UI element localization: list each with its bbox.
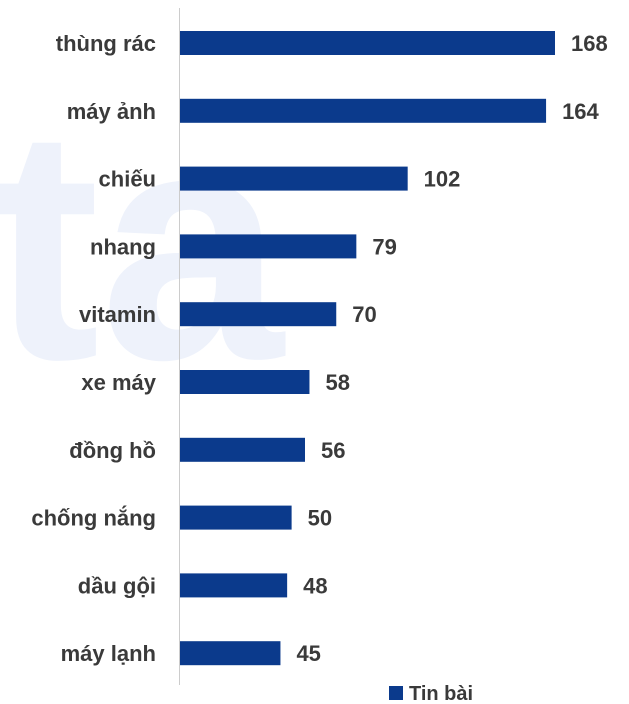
category-label: thùng rác [56, 31, 156, 56]
value-label: 102 [424, 167, 461, 192]
value-label: 79 [372, 234, 396, 259]
category-label: nhang [90, 234, 156, 259]
bar [180, 437, 305, 462]
bar [180, 370, 310, 394]
bar [180, 234, 357, 259]
category-label: máy lạnh [61, 641, 156, 666]
value-labels: 168 164 102 79 70 58 56 50 48 45 [296, 31, 607, 666]
category-label: máy ảnh [67, 99, 156, 124]
value-label: 45 [296, 641, 320, 666]
category-label: đồng hồ [69, 438, 156, 463]
value-label: 164 [562, 99, 599, 124]
bar [180, 641, 281, 666]
category-label: xe máy [81, 370, 156, 395]
value-label: 48 [303, 573, 327, 598]
value-label: 50 [308, 506, 332, 531]
category-label: vitamin [79, 302, 156, 327]
bar [180, 302, 337, 327]
category-labels: thùng rác máy ảnh chiếu nhang vitamin xe máy đ… [31, 31, 156, 666]
value-label: 56 [321, 438, 345, 463]
bar [180, 573, 288, 598]
legend-swatch [389, 686, 403, 700]
category-label: chống nắng [31, 506, 156, 531]
legend-label: Tin bài [409, 683, 473, 704]
category-label: dầu gội [78, 573, 156, 598]
bar [180, 166, 408, 191]
value-label: 58 [325, 370, 349, 395]
bars-layer [180, 31, 555, 666]
bar [180, 31, 555, 55]
legend: Tin bài [389, 683, 473, 704]
category-label: chiếu [99, 167, 156, 192]
value-label: 70 [352, 302, 376, 327]
value-label: 168 [571, 31, 608, 56]
bar [180, 98, 547, 123]
bar [180, 505, 292, 530]
